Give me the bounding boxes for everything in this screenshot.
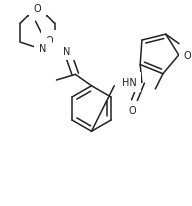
Text: N: N <box>63 46 70 56</box>
Text: O: O <box>184 51 191 61</box>
Text: O: O <box>34 4 41 14</box>
Text: O: O <box>128 106 136 116</box>
Text: N: N <box>39 44 47 54</box>
Text: O: O <box>46 36 54 46</box>
Text: HN: HN <box>122 78 137 88</box>
